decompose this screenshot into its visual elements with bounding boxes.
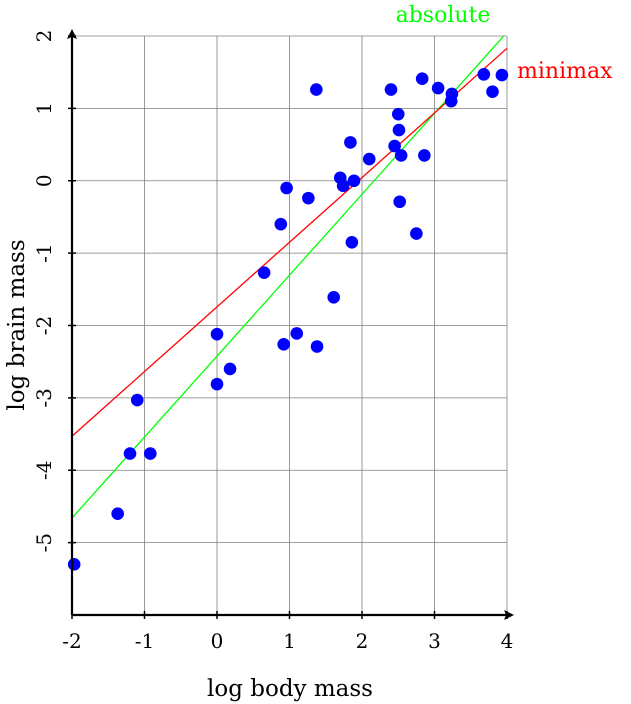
data-point-2 <box>123 447 137 460</box>
y-tick-label-6: 1 <box>32 102 56 115</box>
data-point-1 <box>111 507 124 520</box>
data-point-26 <box>392 123 406 137</box>
grid <box>72 35 508 615</box>
data-point-24 <box>388 139 401 153</box>
data-point-8 <box>257 266 271 279</box>
x-tick-label-1: -1 <box>135 629 154 653</box>
y-tick-label-1: -4 <box>32 461 56 480</box>
data-point-20 <box>345 235 359 249</box>
data-point-6 <box>210 377 224 391</box>
data-point-35 <box>477 68 491 81</box>
y-tick-label-2: -3 <box>32 388 56 407</box>
axes <box>67 29 514 620</box>
data-point-12 <box>290 327 304 340</box>
data-point-5 <box>210 327 224 341</box>
line-label-minimax: minimax <box>517 59 613 84</box>
data-point-3 <box>130 393 144 407</box>
data-point-13 <box>302 191 315 205</box>
data-point-29 <box>410 227 423 240</box>
data-point-22 <box>362 152 376 166</box>
x-tick-label-2: 0 <box>211 629 224 653</box>
line-label-absolute: absolute <box>396 3 491 28</box>
data-point-28 <box>394 149 408 162</box>
y-tick-label-7: 2 <box>32 30 56 43</box>
data-point-21 <box>347 174 361 188</box>
data-point-19 <box>344 136 357 149</box>
data-point-10 <box>277 338 291 351</box>
x-axis-label: log body mass <box>207 676 373 702</box>
x-tick-label-6: 4 <box>501 629 514 653</box>
data-point-16 <box>327 290 341 304</box>
data-points <box>67 68 509 571</box>
data-point-31 <box>418 149 431 162</box>
data-point-14 <box>310 83 323 96</box>
tick-labels: -2 -1 0 1 2 3 4 -5 -4 -3 -2 -1 0 1 2 <box>32 30 513 653</box>
x-tick-label-5: 3 <box>428 629 441 653</box>
data-point-15 <box>310 340 324 353</box>
data-point-4 <box>144 447 157 460</box>
y-tick-label-3: -2 <box>32 316 56 335</box>
data-point-11 <box>280 181 293 195</box>
fit-lines <box>72 36 507 519</box>
data-point-27 <box>393 195 407 209</box>
x-tick-label-4: 2 <box>356 629 369 653</box>
line-labels: absolute minimax <box>396 3 613 84</box>
data-point-18 <box>336 179 350 193</box>
data-point-37 <box>495 68 509 82</box>
data-point-25 <box>391 107 405 121</box>
data-point-0 <box>67 558 81 571</box>
y-tick-label-4: -1 <box>32 243 56 262</box>
data-point-7 <box>223 362 237 376</box>
data-point-23 <box>384 83 398 96</box>
data-point-34 <box>445 87 459 101</box>
x-tick-label-3: 1 <box>283 629 296 653</box>
data-point-32 <box>431 81 445 95</box>
fit-line-minimax <box>72 47 507 437</box>
x-tick-label-0: -2 <box>62 629 81 653</box>
y-axis-label: log brain mass <box>4 239 30 410</box>
data-point-36 <box>486 85 499 99</box>
y-tick-label-5: 0 <box>32 174 56 187</box>
data-point-9 <box>274 217 288 231</box>
y-tick-label-0: -5 <box>32 533 56 552</box>
data-point-30 <box>415 72 429 86</box>
